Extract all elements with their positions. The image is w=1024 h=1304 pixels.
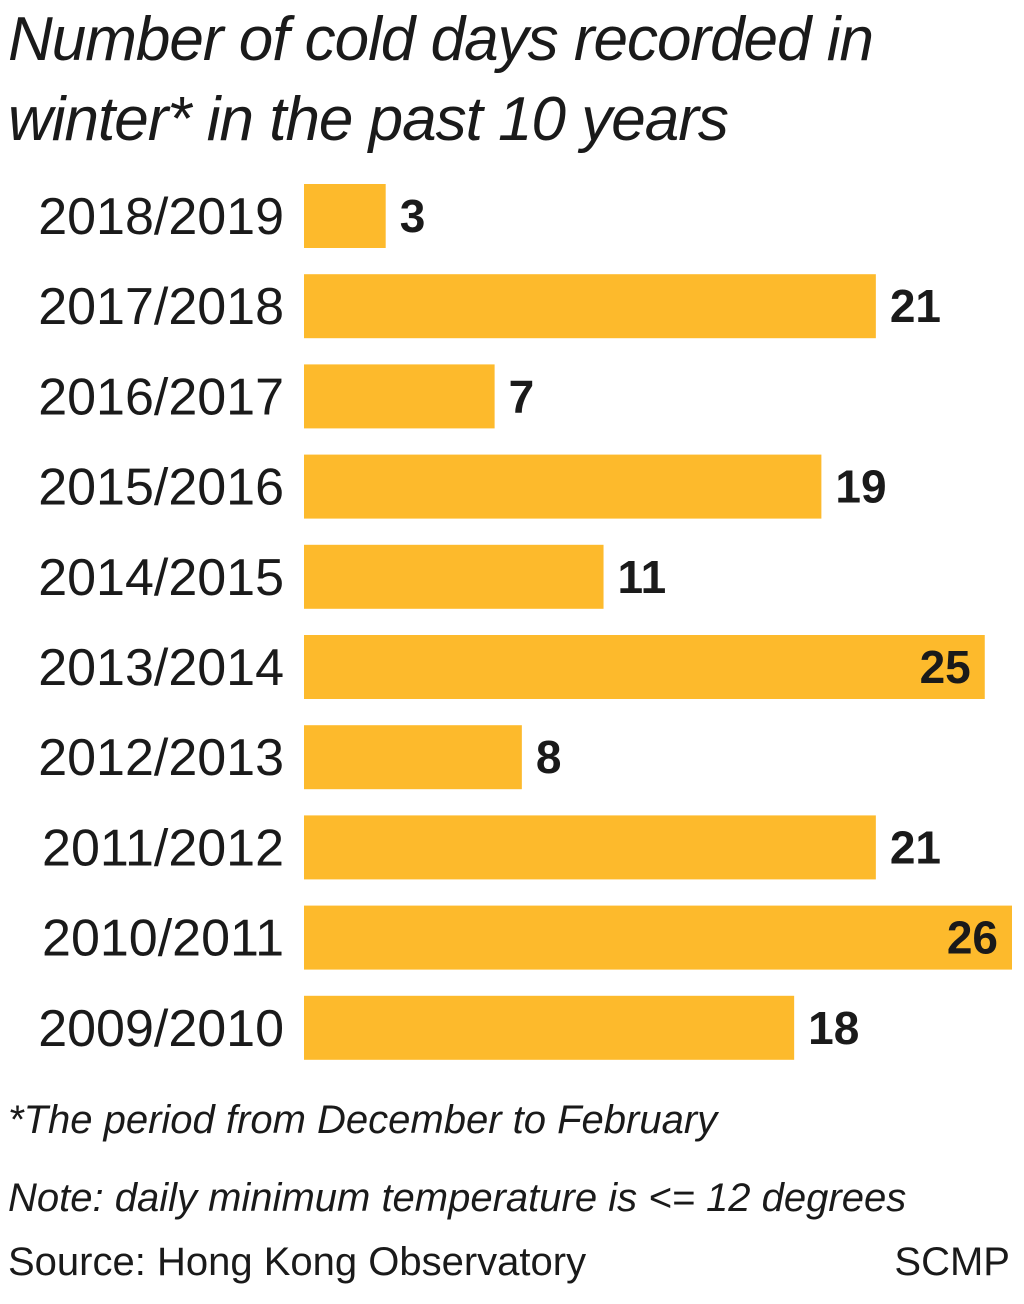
footnote-period: *The period from December to February (8, 1098, 718, 1142)
bar (304, 995, 795, 1060)
value-label: 21 (890, 280, 941, 332)
value-label: 8 (536, 731, 562, 783)
bar (304, 364, 495, 429)
bar (304, 905, 1012, 970)
category-label: 2017/2018 (38, 278, 284, 336)
source-row: Source: Hong Kong Observatory SCMP (8, 1240, 1010, 1285)
category-label: 2011/2012 (42, 819, 284, 877)
category-label: 2015/2016 (38, 459, 284, 517)
bar (304, 184, 386, 248)
value-label: 3 (400, 190, 426, 242)
credit-text: SCMP (894, 1240, 1010, 1284)
category-label: 2012/2013 (38, 729, 284, 787)
category-label: 2013/2014 (38, 639, 284, 697)
bar (304, 454, 822, 519)
bar-chart: 2018/2019 3 2017/2018 21 2016/2017 7 2015/2016… (38, 184, 1012, 1060)
value-label: 21 (890, 821, 941, 873)
bar (304, 274, 876, 339)
value-label: 25 (920, 641, 971, 693)
category-label: 2009/2010 (38, 1000, 284, 1058)
category-label: 2014/2015 (38, 549, 284, 607)
bar (304, 544, 604, 609)
bar (304, 815, 876, 880)
source-text: Source: Hong Kong Observatory (8, 1240, 587, 1284)
value-label: 11 (618, 551, 667, 603)
chart-title: Number of cold days recorded in winter* … (8, 5, 874, 154)
category-label: 2016/2017 (38, 368, 284, 426)
value-label: 7 (509, 370, 535, 422)
value-label: 19 (835, 461, 886, 513)
footnote-note: Note: daily minimum temperature is <= 12… (8, 1176, 907, 1220)
bar (304, 725, 522, 790)
bar (304, 635, 985, 699)
value-label: 26 (947, 912, 998, 964)
value-label: 18 (808, 1002, 859, 1054)
category-label: 2010/2011 (42, 910, 284, 968)
category-label: 2018/2019 (38, 188, 284, 246)
